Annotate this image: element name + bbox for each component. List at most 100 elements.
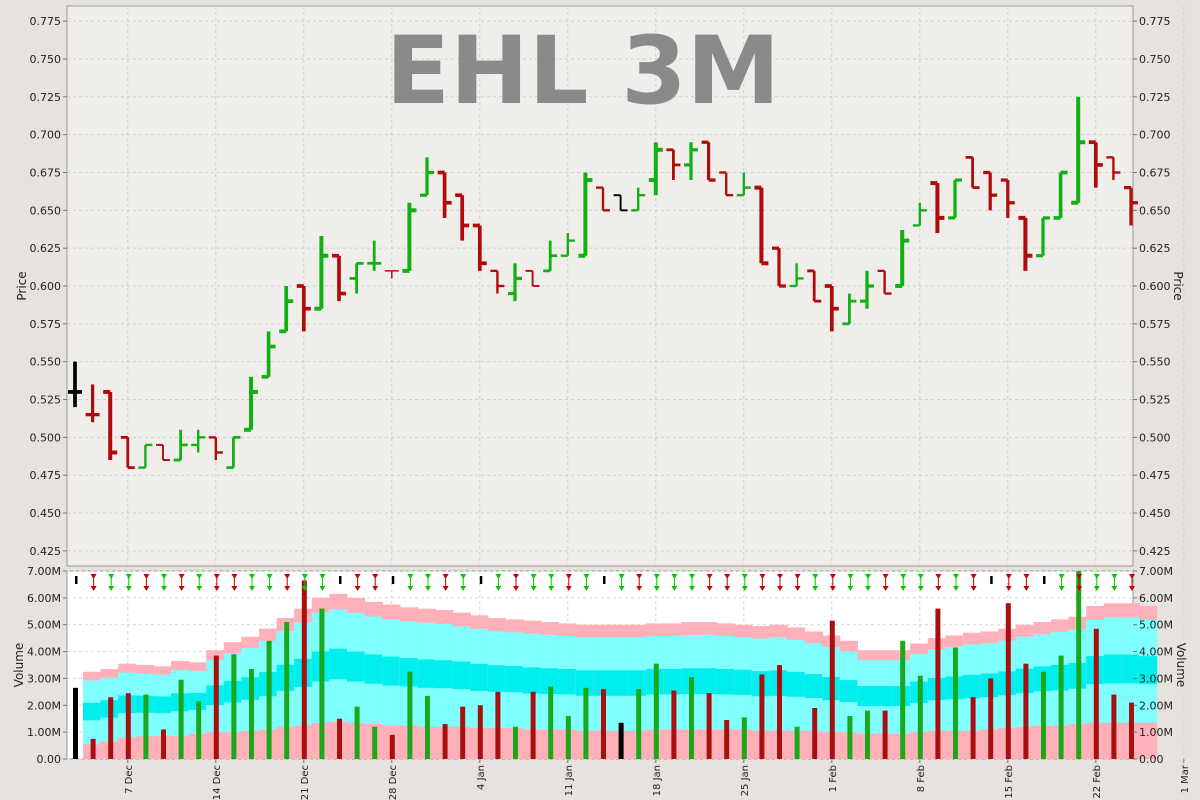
volume-bar bbox=[777, 665, 782, 759]
price-tick-label-right: 0.675 bbox=[1139, 166, 1171, 179]
volume-tick-label-right: 6.00M bbox=[1139, 592, 1173, 605]
marker-arrow-bottom bbox=[495, 586, 502, 591]
volume-bar bbox=[671, 690, 677, 759]
marker-arrow-top bbox=[319, 574, 326, 579]
ohlc-bar bbox=[948, 178, 962, 220]
volume-band-inner bbox=[787, 671, 806, 697]
ohlc-bar bbox=[156, 443, 170, 462]
marker-arrow-bottom bbox=[1023, 586, 1030, 591]
price-tick-label-right: 0.525 bbox=[1139, 394, 1171, 407]
volume-bar bbox=[284, 622, 290, 759]
ohlc-bar bbox=[789, 263, 804, 288]
volume-band-inner bbox=[83, 702, 102, 721]
volume-bar bbox=[724, 720, 730, 759]
marker-arrow-top bbox=[108, 574, 115, 579]
price-tick-label-left: 0.675 bbox=[30, 166, 62, 179]
ohlc-bar bbox=[1088, 140, 1103, 188]
volume-tick-label-left: 3.00M bbox=[27, 672, 61, 685]
volume-band-inner bbox=[857, 686, 876, 707]
volume-tick-label-right: 0.00 bbox=[1139, 753, 1164, 766]
marker-arrow-bottom bbox=[530, 586, 537, 591]
marker-arrow-top bbox=[548, 574, 555, 579]
marker-arrow-top bbox=[495, 574, 502, 579]
volume-bar bbox=[477, 705, 483, 759]
marker-arrow-top bbox=[1076, 574, 1083, 579]
volume-bar bbox=[601, 689, 606, 759]
marker-arrow-top bbox=[900, 574, 907, 579]
marker-arrow-bottom bbox=[794, 586, 801, 591]
flat-marker bbox=[1043, 576, 1046, 584]
volume-bar bbox=[249, 669, 254, 759]
volume-bar bbox=[301, 580, 307, 759]
volume-bar bbox=[354, 706, 360, 759]
marker-arrow-top bbox=[689, 574, 695, 579]
marker-arrow-bottom bbox=[565, 586, 572, 591]
price-tick-label-right: 0.450 bbox=[1139, 507, 1171, 520]
volume-bar bbox=[407, 671, 413, 759]
price-bars bbox=[68, 96, 1138, 470]
ohlc-bar bbox=[226, 435, 241, 470]
volume-bar bbox=[530, 691, 536, 759]
marker-arrow-bottom bbox=[1129, 586, 1135, 591]
volume-bar bbox=[90, 738, 96, 759]
ohlc-bar bbox=[842, 293, 857, 326]
volume-tick-label-left: 6.00M bbox=[27, 592, 61, 605]
volume-bar bbox=[73, 687, 78, 759]
marker-arrow-top bbox=[882, 574, 889, 579]
ohlc-bar bbox=[1124, 185, 1138, 226]
volume-band-inner bbox=[558, 668, 577, 695]
marker-arrow-top bbox=[125, 574, 132, 579]
ohlc-bar bbox=[1000, 178, 1015, 218]
marker-arrow-bottom bbox=[196, 586, 203, 591]
marker-arrow-bottom bbox=[583, 586, 590, 591]
marker-arrow-bottom bbox=[618, 586, 625, 591]
ohlc-bar bbox=[525, 269, 540, 287]
volume-tick-label-right: 2.00M bbox=[1139, 699, 1173, 712]
marker-arrow-bottom bbox=[372, 586, 379, 591]
ohlc-bar bbox=[578, 172, 593, 258]
marker-arrow-bottom bbox=[900, 586, 907, 591]
marker-arrow-top bbox=[653, 574, 660, 579]
volume-bar bbox=[548, 686, 554, 759]
ohlc-bar bbox=[772, 246, 786, 288]
ohlc-bar bbox=[120, 435, 135, 470]
price-tick-label-right: 0.600 bbox=[1139, 280, 1171, 293]
date-tick-label: 8 Feb bbox=[916, 765, 927, 792]
volume-band-inner bbox=[540, 668, 559, 695]
volume-bar bbox=[266, 640, 272, 759]
price-tick-label-left: 0.700 bbox=[30, 129, 62, 142]
date-tick-label: 28 Dec bbox=[388, 765, 399, 800]
volume-band-inner bbox=[382, 656, 401, 686]
volume-bar bbox=[1058, 655, 1064, 759]
ohlc-bar bbox=[420, 157, 434, 197]
marker-arrow-bottom bbox=[284, 586, 291, 591]
marker-arrow-top bbox=[301, 574, 308, 579]
ohlc-bar bbox=[332, 253, 346, 302]
marker-arrow-bottom bbox=[847, 586, 854, 591]
volume-bar bbox=[829, 620, 835, 759]
price-tick-label-right: 0.725 bbox=[1139, 91, 1171, 104]
marker-arrow-top bbox=[513, 574, 519, 579]
volume-bar bbox=[495, 691, 501, 759]
marker-arrow-top bbox=[935, 574, 942, 579]
ohlc-bar bbox=[648, 142, 663, 196]
volume-band-inner bbox=[611, 670, 630, 696]
marker-arrow-bottom bbox=[917, 586, 924, 591]
volume-bar bbox=[653, 663, 659, 759]
volume-band-inner bbox=[575, 670, 594, 696]
volume-bar bbox=[1093, 628, 1099, 759]
volume-band-inner bbox=[1121, 654, 1140, 684]
marker-arrow-bottom bbox=[970, 586, 977, 591]
volume-tick-label-left: 2.00M bbox=[27, 699, 61, 712]
ohlc-bar bbox=[85, 384, 100, 423]
marker-arrow-bottom bbox=[1058, 586, 1065, 591]
price-tick-label-left: 0.650 bbox=[30, 204, 62, 217]
marker-arrow-bottom bbox=[724, 586, 731, 591]
volume-band-inner bbox=[963, 674, 982, 699]
marker-arrow-bottom bbox=[671, 586, 678, 591]
marker-arrow-bottom bbox=[90, 586, 97, 591]
volume-bar bbox=[143, 694, 149, 759]
price-tick-label-right: 0.575 bbox=[1139, 318, 1171, 331]
marker-arrow-top bbox=[565, 574, 572, 579]
volume-bar bbox=[812, 707, 818, 759]
